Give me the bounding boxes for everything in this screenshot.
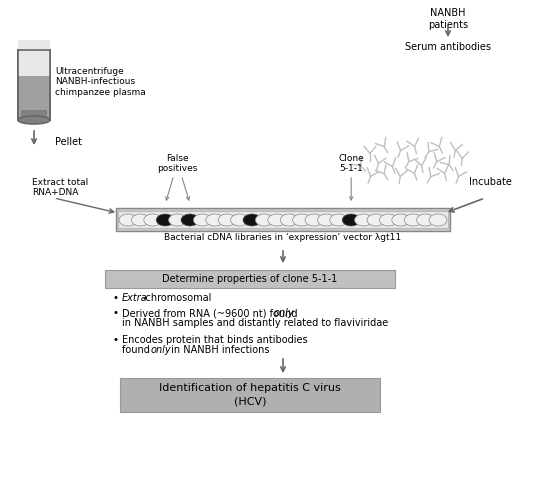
Text: •: • <box>113 335 119 345</box>
Text: in NANBH infections: in NANBH infections <box>168 345 269 355</box>
Ellipse shape <box>268 214 286 226</box>
Text: Determine properties of clone 5-1-1: Determine properties of clone 5-1-1 <box>163 274 338 284</box>
Ellipse shape <box>342 214 360 226</box>
Text: Identification of hepatitis C virus: Identification of hepatitis C virus <box>159 383 341 393</box>
Ellipse shape <box>330 214 348 226</box>
Ellipse shape <box>416 214 435 226</box>
Ellipse shape <box>144 214 162 226</box>
FancyBboxPatch shape <box>118 211 448 228</box>
Text: •: • <box>113 308 119 318</box>
Ellipse shape <box>367 214 385 226</box>
Text: in NANBH samples and distantly related to flaviviridae: in NANBH samples and distantly related t… <box>122 318 388 328</box>
Text: -chromosomal: -chromosomal <box>143 293 212 303</box>
Ellipse shape <box>193 214 211 226</box>
Text: only: only <box>274 308 295 318</box>
Ellipse shape <box>156 214 174 226</box>
Ellipse shape <box>392 214 410 226</box>
Text: Encodes protein that binds antibodies: Encodes protein that binds antibodies <box>122 335 308 345</box>
Text: only: only <box>151 345 172 355</box>
Text: Pellet: Pellet <box>55 137 82 147</box>
FancyBboxPatch shape <box>120 378 380 412</box>
Ellipse shape <box>18 116 50 124</box>
Text: Extra: Extra <box>122 293 148 303</box>
Text: Ultracentrifuge
NANBH-infectious
chimpanzee plasma: Ultracentrifuge NANBH-infectious chimpan… <box>55 67 146 97</box>
Ellipse shape <box>119 214 137 226</box>
Text: •: • <box>113 293 119 303</box>
Ellipse shape <box>255 214 273 226</box>
Ellipse shape <box>168 214 187 226</box>
Text: Bacterial cDNA libraries in ‘expression’ vector λgt11: Bacterial cDNA libraries in ‘expression’… <box>165 233 402 242</box>
Text: False
positives: False positives <box>158 154 198 173</box>
Ellipse shape <box>218 214 236 226</box>
Ellipse shape <box>131 214 150 226</box>
FancyBboxPatch shape <box>116 208 450 231</box>
FancyBboxPatch shape <box>18 40 50 76</box>
Ellipse shape <box>243 214 261 226</box>
Ellipse shape <box>231 214 248 226</box>
Ellipse shape <box>181 214 199 226</box>
Text: found: found <box>122 345 156 355</box>
Ellipse shape <box>355 214 373 226</box>
Text: Serum antibodies: Serum antibodies <box>405 42 491 52</box>
FancyBboxPatch shape <box>105 270 395 288</box>
Text: NANBH
patients: NANBH patients <box>428 8 468 30</box>
Ellipse shape <box>293 214 310 226</box>
Ellipse shape <box>404 214 422 226</box>
Text: Derived from RNA (~9600 nt) found: Derived from RNA (~9600 nt) found <box>122 308 301 318</box>
FancyBboxPatch shape <box>18 50 50 120</box>
Ellipse shape <box>380 214 397 226</box>
Text: Clone
5-1-1: Clone 5-1-1 <box>339 154 364 173</box>
FancyBboxPatch shape <box>21 110 47 120</box>
Ellipse shape <box>318 214 335 226</box>
Text: Extract total
RNA+DNA: Extract total RNA+DNA <box>32 178 88 197</box>
Text: (HCV): (HCV) <box>234 397 266 407</box>
Text: Incubate: Incubate <box>469 177 511 187</box>
Ellipse shape <box>206 214 224 226</box>
Ellipse shape <box>429 214 447 226</box>
Ellipse shape <box>280 214 298 226</box>
Ellipse shape <box>305 214 323 226</box>
